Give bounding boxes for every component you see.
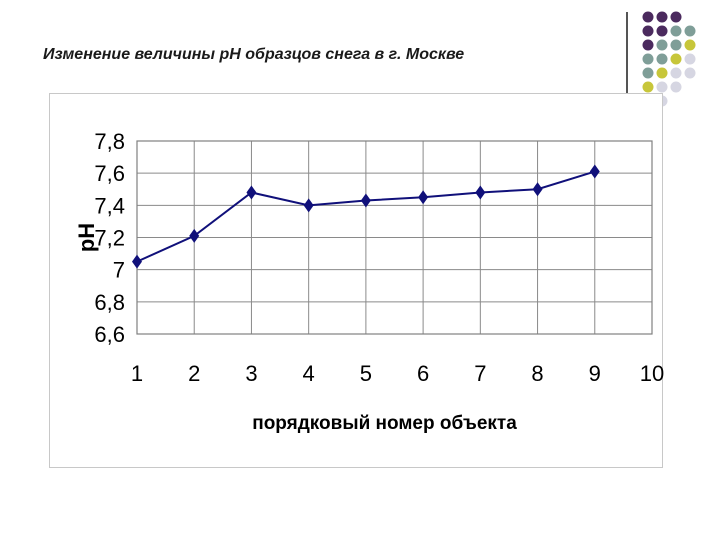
x-tick-label: 9 — [589, 361, 601, 386]
y-tick-label: 7,6 — [94, 161, 125, 186]
data-point — [246, 185, 257, 200]
y-axis-label: pH — [74, 223, 99, 252]
decor-dot — [684, 39, 696, 51]
x-tick-label: 10 — [640, 361, 664, 386]
decor-dot — [670, 25, 682, 37]
data-point — [360, 193, 371, 208]
x-tick-label: 6 — [417, 361, 429, 386]
decor-dot — [642, 39, 654, 51]
x-tick-label: 2 — [188, 361, 200, 386]
data-point — [532, 182, 543, 197]
decor-dot — [656, 81, 668, 93]
decor-dot — [642, 81, 654, 93]
decor-dot — [684, 67, 696, 79]
slide-title: Изменение величины pH образцов снега в г… — [43, 46, 465, 63]
decor-dot — [670, 39, 682, 51]
data-point — [475, 185, 486, 200]
line-chart: 6,6 6,8 7 7,2 7,4 7,6 7,8 1 2 3 4 5 6 7 8 9 10 pH поряд… — [74, 129, 664, 434]
y-tick-label: 7,2 — [94, 226, 125, 251]
y-tick-labels: 6,6 6,8 7 7,2 7,4 7,6 7,8 — [94, 129, 125, 347]
x-tick-label: 4 — [303, 361, 315, 386]
decor-dot — [656, 25, 668, 37]
x-tick-label: 5 — [360, 361, 372, 386]
x-tick-label: 1 — [131, 361, 143, 386]
decor-dot — [670, 53, 682, 65]
decor-dot — [684, 53, 696, 65]
decor-dot — [656, 67, 668, 79]
x-tick-labels: 1 2 3 4 5 6 7 8 9 10 — [131, 361, 664, 386]
y-tick-label: 7 — [113, 258, 125, 283]
decor-dot — [642, 67, 654, 79]
x-tick-label: 8 — [531, 361, 543, 386]
series-layer — [132, 164, 600, 269]
y-tick-label: 7,4 — [94, 193, 125, 218]
decor-dot — [642, 11, 654, 23]
data-point — [418, 190, 429, 205]
x-axis-label: порядковый номер объекта — [252, 413, 517, 434]
data-point — [589, 164, 600, 179]
y-tick-label: 6,6 — [94, 322, 125, 347]
x-tick-label: 3 — [245, 361, 257, 386]
x-tick-label: 7 — [474, 361, 486, 386]
decor-dot — [670, 67, 682, 79]
grid-lines — [136, 140, 653, 335]
data-point — [189, 228, 200, 243]
decor-dot — [642, 25, 654, 37]
decor-dot — [642, 53, 654, 65]
y-tick-label: 6,8 — [94, 290, 125, 315]
decor-dot — [656, 11, 668, 23]
decor-dot — [656, 39, 668, 51]
decor-dot — [656, 53, 668, 65]
y-tick-label: 7,8 — [94, 129, 125, 154]
data-point — [132, 254, 142, 269]
decor-dot — [670, 11, 682, 23]
plot-area-border — [136, 140, 653, 335]
divider-line — [626, 12, 628, 94]
chart-frame: 6,6 6,8 7 7,2 7,4 7,6 7,8 1 2 3 4 5 6 7 8 9 10 pH поряд… — [49, 93, 664, 468]
decor-dot — [670, 81, 682, 93]
decor-dot — [684, 25, 696, 37]
data-point — [303, 198, 314, 213]
